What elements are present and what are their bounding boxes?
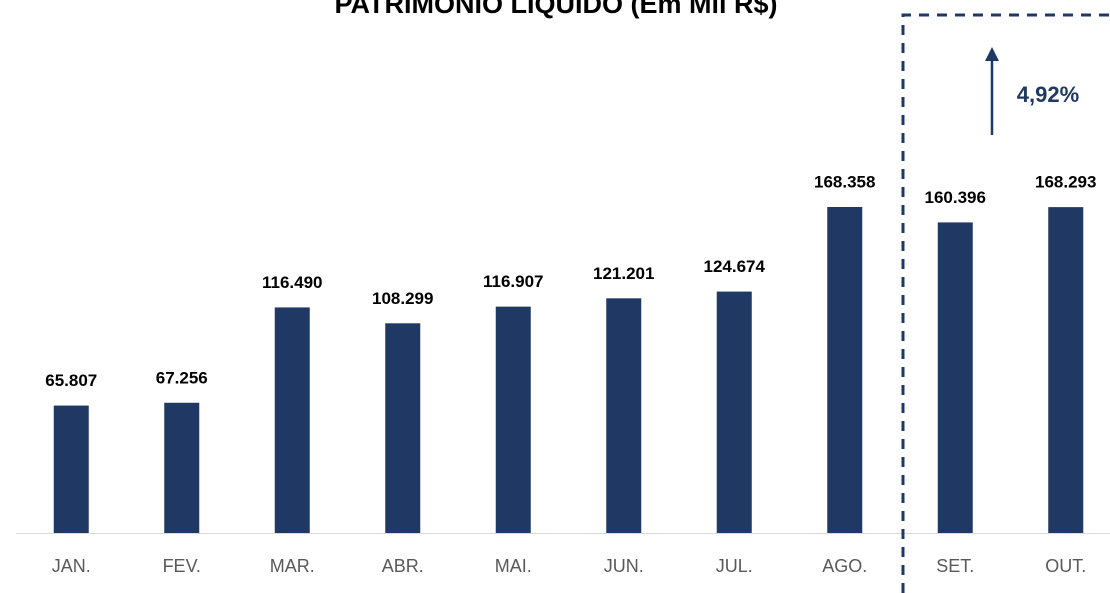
x-tick-label: JAN. <box>52 556 91 576</box>
value-label: 168.293 <box>1035 173 1096 192</box>
x-tick-label: JUL. <box>716 556 753 576</box>
x-tick-label: MAI. <box>495 556 532 576</box>
value-label: 116.907 <box>483 272 544 291</box>
bar <box>1048 207 1084 534</box>
bar <box>164 402 200 533</box>
arrow-head <box>985 47 999 61</box>
value-label: 160.396 <box>925 188 986 207</box>
x-tick-label: JUN. <box>604 556 644 576</box>
value-label: 168.358 <box>814 172 875 191</box>
value-label: 121.201 <box>593 264 654 283</box>
value-label: 124.674 <box>704 257 766 276</box>
bar <box>827 207 863 533</box>
value-label: 67.256 <box>156 368 208 387</box>
bar <box>53 405 89 533</box>
x-tick-label: SET. <box>936 556 974 576</box>
highlight-box <box>901 13 1110 593</box>
value-label: 108.299 <box>372 289 433 308</box>
x-tick-label: FEV. <box>163 556 201 576</box>
bar <box>937 222 973 533</box>
x-tick-label: OUT. <box>1045 556 1086 576</box>
bar <box>274 307 310 533</box>
bar <box>606 298 642 533</box>
growth-annotation: 4,92% <box>1017 82 1079 107</box>
x-tick-label: ABR. <box>382 556 424 576</box>
x-tick-label: AGO. <box>822 556 867 576</box>
value-label: 116.490 <box>262 273 323 292</box>
value-label: 65.807 <box>45 371 97 390</box>
bar <box>385 323 421 533</box>
x-tick-label: MAR. <box>270 556 315 576</box>
bar <box>495 306 531 533</box>
chart-title: PATRIMÔNIO LÍQUIDO (Em Mil R$) <box>335 0 778 19</box>
bar <box>716 291 752 533</box>
